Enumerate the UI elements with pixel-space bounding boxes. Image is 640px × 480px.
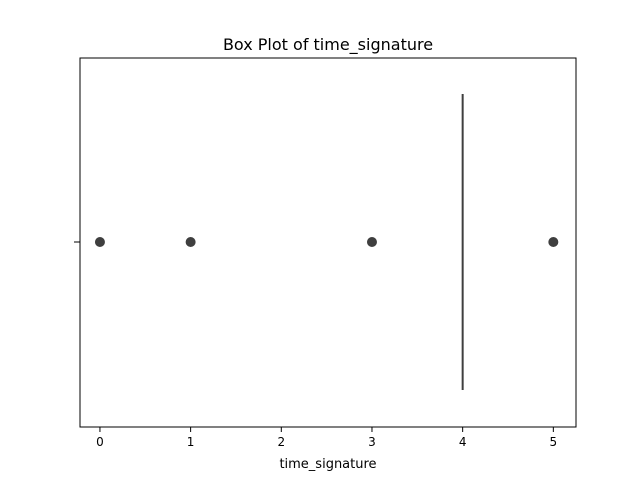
outlier-point — [548, 237, 559, 247]
x-tick-label: 1 — [187, 435, 195, 449]
outlier-point — [185, 237, 196, 247]
x-tick-label: 2 — [277, 435, 285, 449]
x-axis-label: time_signature — [279, 457, 376, 472]
x-tick-label: 5 — [550, 435, 558, 449]
plot-area — [94, 94, 559, 390]
outlier-point — [94, 237, 105, 247]
x-tick-label: 0 — [96, 435, 104, 449]
x-tick-label: 3 — [368, 435, 376, 449]
x-axis-ticks: 0 1 2 3 4 5 — [96, 427, 557, 449]
x-tick-label: 4 — [459, 435, 467, 449]
chart-title: Box Plot of time_signature — [223, 35, 433, 55]
outlier-point — [366, 237, 377, 247]
